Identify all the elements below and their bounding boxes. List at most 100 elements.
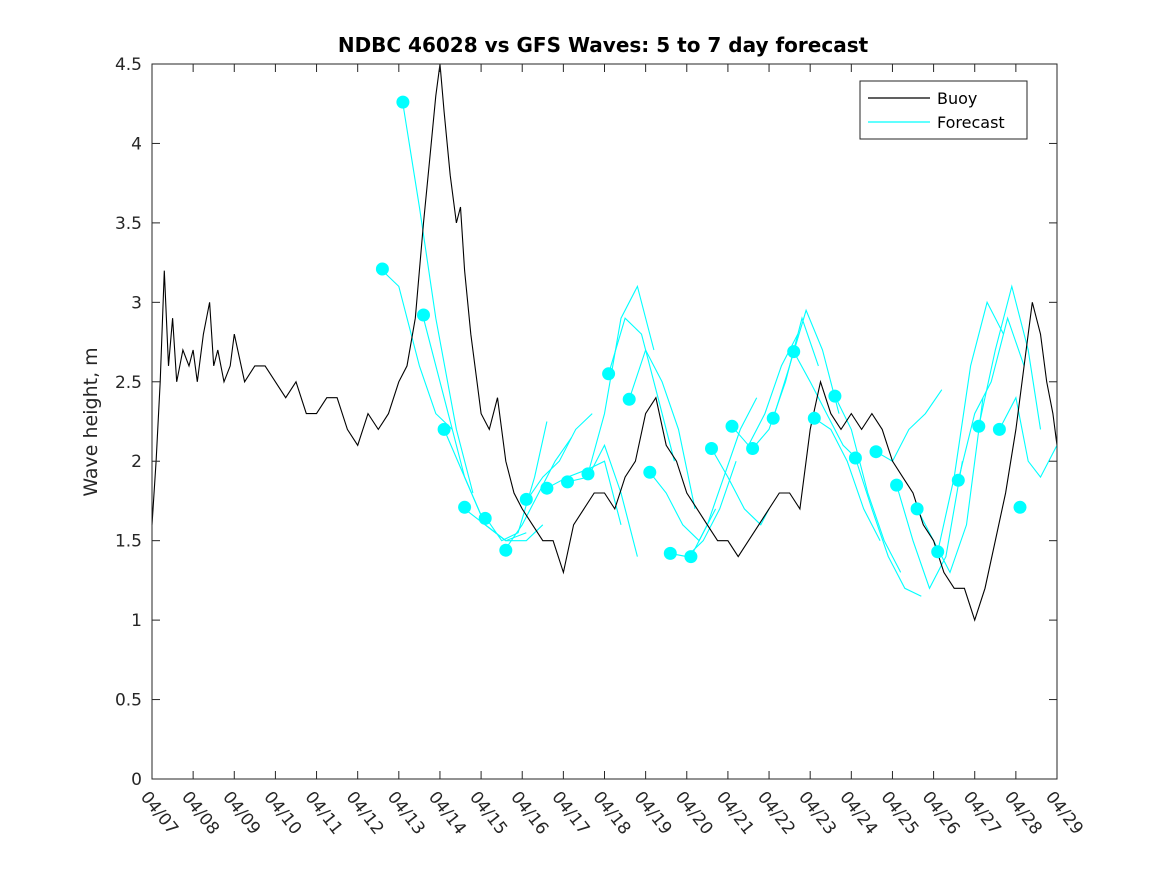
y-tick-label: 4 <box>131 134 142 154</box>
x-tick-label: 04/12 <box>342 788 388 839</box>
x-tick-label: 04/15 <box>465 788 511 839</box>
legend-label-forecast: Forecast <box>937 113 1005 132</box>
forecast-marker <box>766 411 780 425</box>
x-tick-label: 04/29 <box>1041 788 1087 839</box>
forecast-line-4 <box>464 508 544 542</box>
axes <box>151 63 1058 780</box>
x-tick-label: 04/18 <box>589 788 635 839</box>
forecast-line-22 <box>834 395 902 573</box>
x-tick-label: 04/28 <box>1000 788 1046 839</box>
x-tick-label: 04/27 <box>959 788 1005 839</box>
forecast-line-9 <box>567 443 638 557</box>
forecast-marker <box>705 442 718 455</box>
forecast-marker <box>437 422 451 436</box>
y-axis-label: Wave height, m <box>80 347 102 496</box>
forecast-marker <box>622 392 636 406</box>
x-tick-label: 04/25 <box>877 788 923 839</box>
y-tick-label: 0 <box>131 770 142 790</box>
plot-area <box>151 63 1058 622</box>
forecast-line-12 <box>628 348 696 510</box>
forecast-line-30 <box>998 396 1058 479</box>
forecast-marker <box>951 473 965 487</box>
x-tick-label: 04/07 <box>136 788 182 839</box>
forecast-marker <box>540 481 554 495</box>
forecast-line-25 <box>896 461 963 590</box>
forecast-marker <box>561 475 574 489</box>
x-tick-label: 04/16 <box>506 788 552 839</box>
y-tick-label: 3 <box>131 293 142 313</box>
x-tick-label: 04/09 <box>218 788 264 839</box>
forecast-line-19 <box>772 308 840 419</box>
forecast-line-16 <box>711 448 770 526</box>
x-tick-label: 04/21 <box>712 788 758 839</box>
forecast-line-24 <box>875 389 943 462</box>
forecast-marker <box>478 511 492 525</box>
y-tick-label: 0.5 <box>115 691 142 711</box>
forecast-marker <box>890 478 904 492</box>
legend: Buoy Forecast <box>859 80 1028 140</box>
x-tick-label: 04/19 <box>630 788 676 839</box>
forecast-marker <box>807 411 821 425</box>
legend-label-buoy: Buoy <box>937 89 977 108</box>
x-tick-label: 04/23 <box>794 788 840 839</box>
x-tick-label: 04/11 <box>301 788 347 839</box>
x-tick-label: 04/13 <box>383 788 429 839</box>
forecast-marker <box>787 345 801 359</box>
forecast-marker <box>375 262 389 276</box>
y-tick-label: 2 <box>131 452 142 472</box>
forecast-marker <box>972 419 986 433</box>
forecast-marker <box>519 492 533 506</box>
forecast-marker <box>396 95 410 109</box>
forecast-line-27 <box>937 300 1004 552</box>
forecast-marker <box>746 442 760 455</box>
x-tick-label: 04/20 <box>671 788 717 839</box>
forecast-line-14 <box>670 461 737 558</box>
x-tick-label: 04/10 <box>259 788 305 839</box>
chart-title: NDBC 46028 vs GFS Waves: 5 to 7 day fore… <box>338 33 869 57</box>
buoy-line <box>151 63 1058 622</box>
x-tick-label: 04/14 <box>424 788 470 839</box>
forecast-marker <box>458 500 472 514</box>
legend-box <box>859 80 1028 140</box>
y-tick-label: 1 <box>131 611 142 631</box>
forecast-marker <box>417 308 430 322</box>
forecast-line-15 <box>690 397 758 557</box>
x-tick-label: 04/08 <box>177 788 223 839</box>
forecast-line-23 <box>854 457 922 597</box>
forecast-marker <box>828 389 842 403</box>
forecast-line-28 <box>957 316 1025 481</box>
forecast-line-18 <box>752 316 819 449</box>
x-tick-label: 04/22 <box>753 788 799 839</box>
x-tick-label: 04/17 <box>547 788 593 839</box>
forecast-line-7 <box>525 413 593 502</box>
forecast-line-1 <box>402 103 474 494</box>
y-tick-label: 4.5 <box>115 55 142 75</box>
forecast-marker <box>725 419 739 433</box>
forecast-line-0 <box>382 270 453 430</box>
forecast-marker <box>602 367 616 381</box>
forecast-line-10 <box>587 284 655 475</box>
forecast-line-17 <box>731 333 799 447</box>
forecast-line-29 <box>978 284 1042 430</box>
forecast-marker <box>643 465 657 479</box>
forecast-line-26 <box>916 397 984 574</box>
forecast-marker <box>663 546 677 560</box>
forecast-marker <box>1013 500 1027 514</box>
forecast-line-11 <box>608 317 675 462</box>
forecast-marker <box>931 545 945 559</box>
forecast-line-20 <box>793 351 860 462</box>
forecast-marker <box>992 422 1006 436</box>
y-tick-label: 2.5 <box>115 373 142 393</box>
axes-box <box>151 63 1058 780</box>
forecast-line-5 <box>484 421 548 542</box>
x-tick-label: 04/24 <box>835 788 881 839</box>
tick-labels: 0 0.5 1 1.5 2 2.5 3 3.5 4 4.5 04/0704/0804/0904/10… <box>115 55 1087 839</box>
forecast-line-21 <box>813 417 881 541</box>
forecast-line-6 <box>505 437 573 549</box>
x-tick-label: 04/26 <box>918 788 964 839</box>
forecast-marker <box>581 467 595 481</box>
forecast-marker <box>684 550 698 564</box>
y-tick-label: 1.5 <box>115 532 142 552</box>
forecast-line-13 <box>649 471 717 542</box>
